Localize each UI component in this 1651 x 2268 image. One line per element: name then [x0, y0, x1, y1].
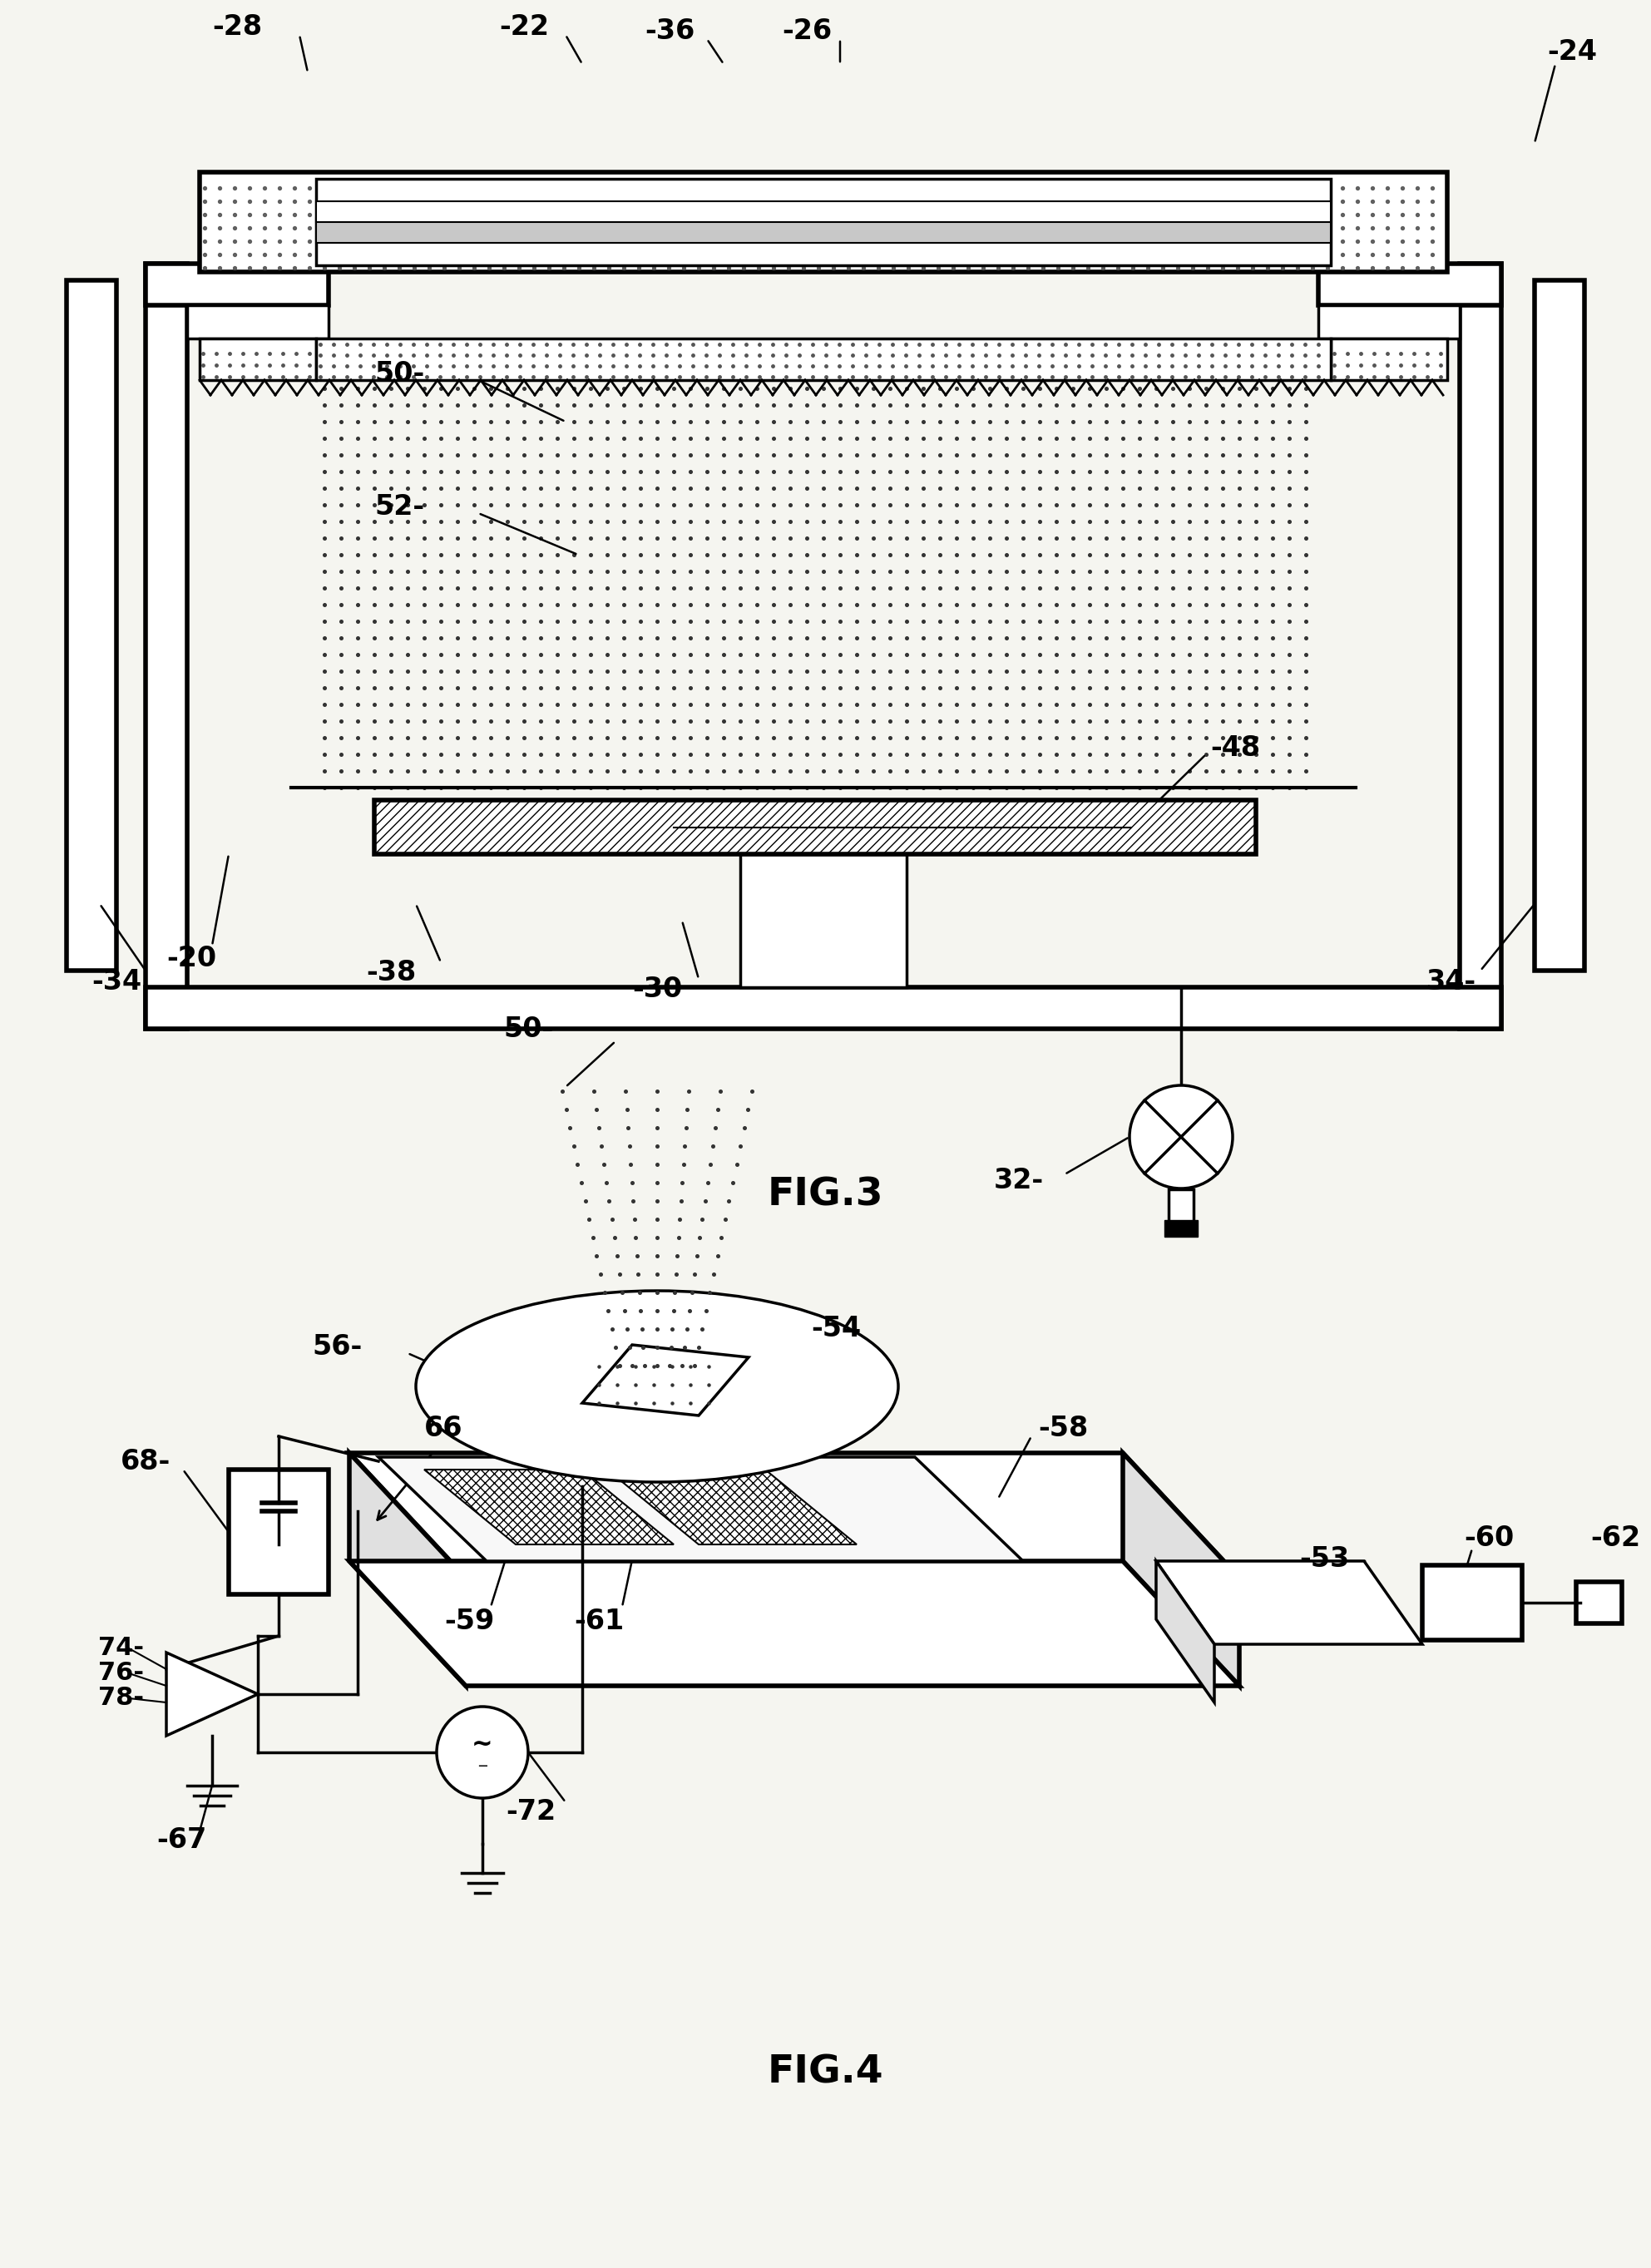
Bar — [375, 801, 1256, 855]
Bar — [145, 263, 187, 1030]
Circle shape — [1129, 1086, 1233, 1188]
Text: 74-: 74- — [97, 1635, 144, 1660]
Bar — [315, 179, 1331, 265]
Bar — [1459, 263, 1501, 1030]
Text: 50-: 50- — [504, 1016, 553, 1043]
Bar — [1317, 306, 1459, 338]
Bar — [1331, 338, 1448, 381]
Text: 56-: 56- — [312, 1334, 362, 1361]
Text: 68-: 68- — [121, 1447, 170, 1474]
Text: -62: -62 — [1590, 1524, 1641, 1551]
Text: 78-: 78- — [97, 1685, 144, 1710]
Bar — [315, 218, 1331, 243]
Text: ~: ~ — [472, 1733, 494, 1755]
Text: 34-: 34- — [1426, 968, 1476, 996]
Polygon shape — [350, 1454, 466, 1685]
Bar — [740, 855, 906, 987]
Text: FIG.3: FIG.3 — [768, 1177, 883, 1213]
Bar — [200, 338, 315, 381]
Polygon shape — [583, 1345, 748, 1415]
Polygon shape — [608, 1470, 857, 1545]
Text: -72: -72 — [505, 1799, 556, 1826]
Text: -60: -60 — [1464, 1524, 1514, 1551]
Text: -61: -61 — [575, 1608, 624, 1635]
Bar — [66, 281, 117, 971]
Text: 50-: 50- — [375, 361, 424, 388]
Text: -24: -24 — [1547, 39, 1597, 66]
Bar — [187, 306, 329, 338]
Text: 66: 66 — [424, 1415, 462, 1442]
Text: -54: -54 — [811, 1315, 860, 1343]
Bar — [229, 1470, 329, 1594]
Bar — [1317, 263, 1501, 306]
Bar — [315, 202, 1331, 222]
Bar — [145, 987, 1501, 1030]
Text: -34: -34 — [91, 968, 142, 996]
Bar — [1156, 1560, 1364, 1594]
Bar — [1534, 281, 1585, 971]
Text: -28: -28 — [211, 14, 263, 41]
Ellipse shape — [416, 1290, 898, 1481]
Polygon shape — [1156, 1560, 1422, 1644]
Bar — [1422, 1565, 1522, 1640]
Text: -22: -22 — [499, 14, 548, 41]
Text: -20: -20 — [167, 943, 216, 971]
Bar — [1169, 1188, 1194, 1225]
Text: _: _ — [479, 1751, 487, 1767]
Text: -53: -53 — [1299, 1545, 1349, 1572]
Polygon shape — [424, 1470, 674, 1545]
Polygon shape — [167, 1653, 258, 1735]
Polygon shape — [350, 1454, 1240, 1579]
Bar — [315, 338, 1331, 381]
Circle shape — [436, 1706, 528, 1799]
Text: -30: -30 — [632, 975, 682, 1002]
Text: -67: -67 — [157, 1826, 206, 1855]
Bar — [1164, 1220, 1197, 1236]
Text: 76-: 76- — [97, 1660, 144, 1685]
Text: -59: -59 — [444, 1608, 494, 1635]
Text: -58: -58 — [1038, 1415, 1088, 1442]
Text: FIG.4: FIG.4 — [768, 2055, 883, 2091]
Text: -26: -26 — [783, 18, 832, 45]
Bar — [145, 263, 329, 306]
Bar — [1577, 1581, 1621, 1624]
Polygon shape — [1156, 1560, 1215, 1703]
Bar — [200, 172, 1448, 272]
Polygon shape — [378, 1456, 1024, 1560]
Polygon shape — [350, 1560, 1240, 1685]
Polygon shape — [1123, 1454, 1240, 1685]
Text: -48: -48 — [1210, 735, 1260, 762]
Text: 52-: 52- — [375, 492, 424, 519]
Text: -36: -36 — [644, 18, 695, 45]
Text: 32-: 32- — [994, 1166, 1043, 1193]
Text: -38: -38 — [367, 959, 416, 987]
